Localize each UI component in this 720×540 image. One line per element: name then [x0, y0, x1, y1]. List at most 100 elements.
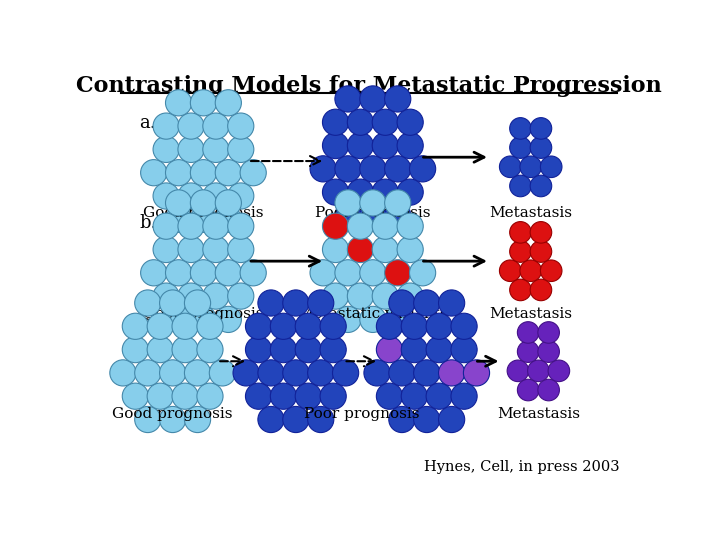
Text: Good prognosis: Good prognosis [112, 407, 233, 421]
Circle shape [397, 283, 423, 309]
Circle shape [203, 136, 229, 163]
Circle shape [258, 290, 284, 316]
Circle shape [320, 313, 346, 339]
Circle shape [270, 336, 297, 363]
Circle shape [228, 237, 254, 262]
Circle shape [548, 360, 570, 382]
Circle shape [166, 306, 192, 333]
Circle shape [323, 283, 348, 309]
Circle shape [520, 156, 541, 178]
Circle shape [197, 313, 223, 339]
Circle shape [347, 132, 374, 159]
Circle shape [510, 279, 531, 301]
Circle shape [414, 360, 440, 386]
Circle shape [228, 213, 254, 239]
Circle shape [153, 113, 179, 139]
Circle shape [401, 313, 428, 339]
Circle shape [147, 336, 174, 363]
Circle shape [510, 241, 531, 262]
Circle shape [323, 132, 348, 159]
Circle shape [178, 113, 204, 139]
Circle shape [410, 156, 436, 182]
Circle shape [172, 336, 198, 363]
Circle shape [270, 383, 297, 409]
Circle shape [389, 290, 415, 316]
Circle shape [258, 407, 284, 433]
Circle shape [347, 109, 374, 136]
Circle shape [246, 383, 271, 409]
Circle shape [228, 136, 254, 163]
Circle shape [389, 407, 415, 433]
Circle shape [166, 160, 192, 186]
Circle shape [438, 290, 464, 316]
Circle shape [520, 260, 541, 281]
Circle shape [215, 160, 241, 186]
Circle shape [190, 190, 217, 216]
Circle shape [153, 237, 179, 262]
Text: Good prognosis: Good prognosis [143, 206, 264, 220]
Circle shape [538, 341, 559, 362]
Circle shape [258, 360, 284, 386]
Circle shape [203, 283, 229, 309]
Circle shape [240, 260, 266, 286]
Circle shape [140, 260, 167, 286]
Circle shape [451, 383, 477, 409]
Circle shape [372, 283, 398, 309]
Circle shape [210, 360, 235, 386]
Circle shape [147, 383, 174, 409]
Circle shape [215, 206, 241, 232]
Circle shape [178, 237, 204, 262]
Circle shape [215, 190, 241, 216]
Circle shape [323, 109, 348, 136]
Circle shape [414, 407, 440, 433]
Circle shape [270, 313, 297, 339]
Circle shape [246, 313, 271, 339]
Circle shape [438, 407, 464, 433]
Circle shape [122, 383, 148, 409]
Text: Metastatic variants: Metastatic variants [298, 307, 448, 321]
Circle shape [172, 383, 198, 409]
Circle shape [335, 306, 361, 333]
Circle shape [110, 360, 136, 386]
Circle shape [364, 360, 390, 386]
Circle shape [190, 90, 217, 116]
Circle shape [335, 86, 361, 112]
Circle shape [335, 202, 361, 228]
Circle shape [397, 213, 423, 239]
Circle shape [377, 313, 402, 339]
Circle shape [178, 183, 204, 209]
Circle shape [360, 260, 386, 286]
Circle shape [197, 383, 223, 409]
Circle shape [377, 383, 402, 409]
Circle shape [215, 260, 241, 286]
Circle shape [530, 137, 552, 158]
Circle shape [335, 260, 361, 286]
Circle shape [310, 156, 336, 182]
Circle shape [178, 213, 204, 239]
Circle shape [401, 336, 428, 363]
Circle shape [190, 306, 217, 333]
Circle shape [283, 407, 309, 433]
Circle shape [160, 407, 186, 433]
Circle shape [228, 113, 254, 139]
Circle shape [360, 190, 386, 216]
Circle shape [184, 290, 211, 316]
Circle shape [295, 383, 321, 409]
Text: c.: c. [140, 314, 156, 332]
Circle shape [372, 132, 398, 159]
Circle shape [283, 360, 309, 386]
Circle shape [541, 156, 562, 178]
Circle shape [464, 360, 490, 386]
Circle shape [323, 237, 348, 262]
Circle shape [384, 86, 411, 112]
Circle shape [510, 175, 531, 197]
Circle shape [323, 213, 348, 239]
Circle shape [140, 160, 167, 186]
Circle shape [153, 136, 179, 163]
Circle shape [203, 183, 229, 209]
Circle shape [184, 407, 211, 433]
Circle shape [172, 313, 198, 339]
Circle shape [240, 160, 266, 186]
Circle shape [360, 202, 386, 228]
Circle shape [197, 336, 223, 363]
